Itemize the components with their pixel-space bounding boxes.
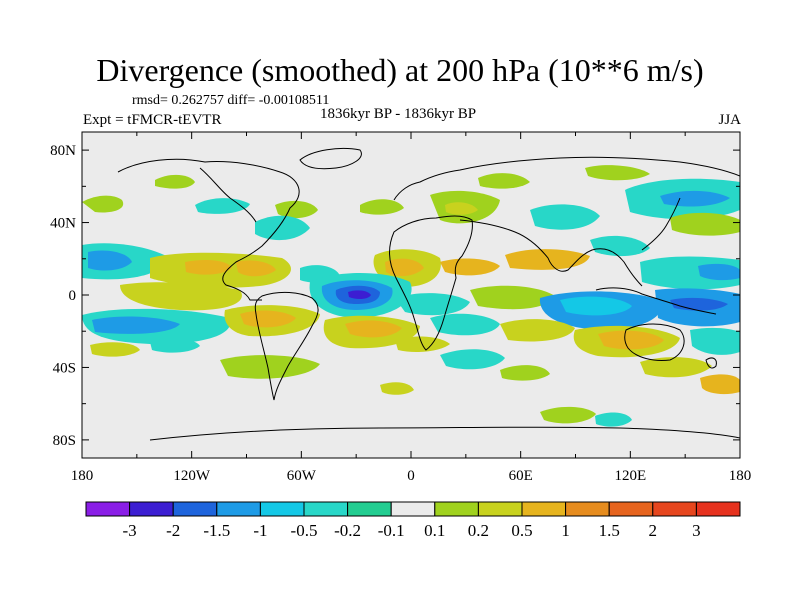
x-tick-label: 180 xyxy=(729,468,752,484)
contour-region xyxy=(220,355,320,379)
contour-region xyxy=(670,212,740,236)
map-title: Divergence (smoothed) at 200 hPa (10**6 … xyxy=(96,52,704,88)
y-tick-label: 80N xyxy=(50,143,76,159)
contour-region xyxy=(395,293,470,316)
x-tick-label: 120W xyxy=(173,468,211,484)
axis-ticks xyxy=(81,132,741,458)
colorbar-swatch xyxy=(652,501,697,517)
divergence-field xyxy=(82,147,740,441)
contour-region xyxy=(445,202,478,215)
y-tick-label: 40S xyxy=(53,360,76,376)
contour-region xyxy=(185,260,232,275)
y-tick-label: 0 xyxy=(69,288,77,304)
contour-region xyxy=(440,349,505,370)
colorbar-label: 1.5 xyxy=(599,521,620,540)
contour-region xyxy=(275,200,318,219)
contour-region xyxy=(90,342,140,357)
colorbar-label: 0.5 xyxy=(511,521,532,540)
x-tick-label: 60W xyxy=(287,468,317,484)
season-label: JJA xyxy=(718,112,741,128)
contour-region xyxy=(660,190,730,207)
contour-region xyxy=(700,374,740,395)
colorbar-label: -0.1 xyxy=(378,521,405,540)
colorbar-label: -0.2 xyxy=(334,521,361,540)
y-tick-label: 40N xyxy=(50,216,76,232)
contour-region xyxy=(92,316,180,334)
colorbar-swatch xyxy=(216,501,261,517)
contour-region xyxy=(430,313,500,336)
contour-region xyxy=(150,338,200,353)
colorbar-swatch xyxy=(172,501,218,517)
colorbar-swatch xyxy=(565,501,610,517)
contour-region xyxy=(385,258,424,277)
colorbar-label: 1 xyxy=(561,521,570,540)
contour-region xyxy=(478,173,530,189)
colorbar-labels: -3 -2 -1.5 -1 -0.5 -0.2 -0.1 0.1 0.2 0.5 1 1.5 2 3 xyxy=(123,521,701,540)
colorbar-swatch xyxy=(129,501,174,517)
contour-region xyxy=(348,290,371,300)
colorbar-swatch xyxy=(434,501,479,517)
colorbar-label: -0.5 xyxy=(291,521,318,540)
y-tick-label: 80S xyxy=(53,433,76,449)
contour-region xyxy=(560,296,632,316)
contour-region xyxy=(470,285,555,310)
contour-region xyxy=(500,319,575,342)
x-tick-label: 60E xyxy=(509,468,533,484)
colorbar-swatch xyxy=(390,501,436,517)
period-label: 1836kyr BP - 1836kyr BP xyxy=(320,106,477,122)
colorbar-label: 3 xyxy=(692,521,701,540)
contour-region xyxy=(255,215,310,241)
contour-region xyxy=(590,235,650,257)
x-tick-label: 0 xyxy=(407,468,415,484)
contour-region xyxy=(640,357,712,378)
contour-region xyxy=(240,310,296,328)
experiment-label: Expt = tFMCR-tEVTR xyxy=(83,112,222,128)
colorbar-label: 0.2 xyxy=(468,521,489,540)
colorbar-swatch xyxy=(521,501,567,517)
colorbar-label: -3 xyxy=(123,521,137,540)
contour-region xyxy=(690,327,740,355)
contour-region xyxy=(585,165,650,181)
contour-region xyxy=(598,330,664,350)
contour-region xyxy=(540,406,596,424)
colorbar-label: -1.5 xyxy=(203,521,230,540)
axis-labels: 180 120W 60W 0 60E 120E 180 80N 40N 0 40S 80S xyxy=(50,143,751,484)
contour-region xyxy=(595,412,632,427)
colorbar-label: 0.1 xyxy=(424,521,445,540)
contour-region xyxy=(155,174,195,189)
colorbar-label: 2 xyxy=(649,521,658,540)
x-tick-label: 180 xyxy=(71,468,94,484)
contour-region xyxy=(698,263,740,281)
contour-region xyxy=(505,249,590,270)
contour-region xyxy=(88,250,132,271)
statistics-text: rmsd= 0.262757 diff= -0.00108511 xyxy=(132,93,330,108)
colorbar-swatch xyxy=(608,501,654,517)
colorbar-swatch xyxy=(259,501,305,517)
contour-region xyxy=(380,382,414,395)
colorbar-swatch xyxy=(477,501,523,517)
x-tick-label: 120E xyxy=(614,468,646,484)
contour-region xyxy=(530,204,600,230)
colorbar-swatch xyxy=(695,501,741,517)
colorbar-swatch xyxy=(303,501,349,517)
contour-region xyxy=(236,260,276,277)
colorbar xyxy=(85,501,741,517)
contour-region xyxy=(500,365,550,381)
contour-region xyxy=(345,320,402,338)
colorbar-swatch xyxy=(85,501,131,517)
contour-region xyxy=(82,195,124,213)
contour-region xyxy=(360,199,404,215)
coastlines xyxy=(117,147,740,441)
contour-region xyxy=(120,282,242,311)
colorbar-label: -2 xyxy=(166,521,180,540)
colorbar-label: -1 xyxy=(253,521,267,540)
colorbar-swatch xyxy=(347,501,392,517)
